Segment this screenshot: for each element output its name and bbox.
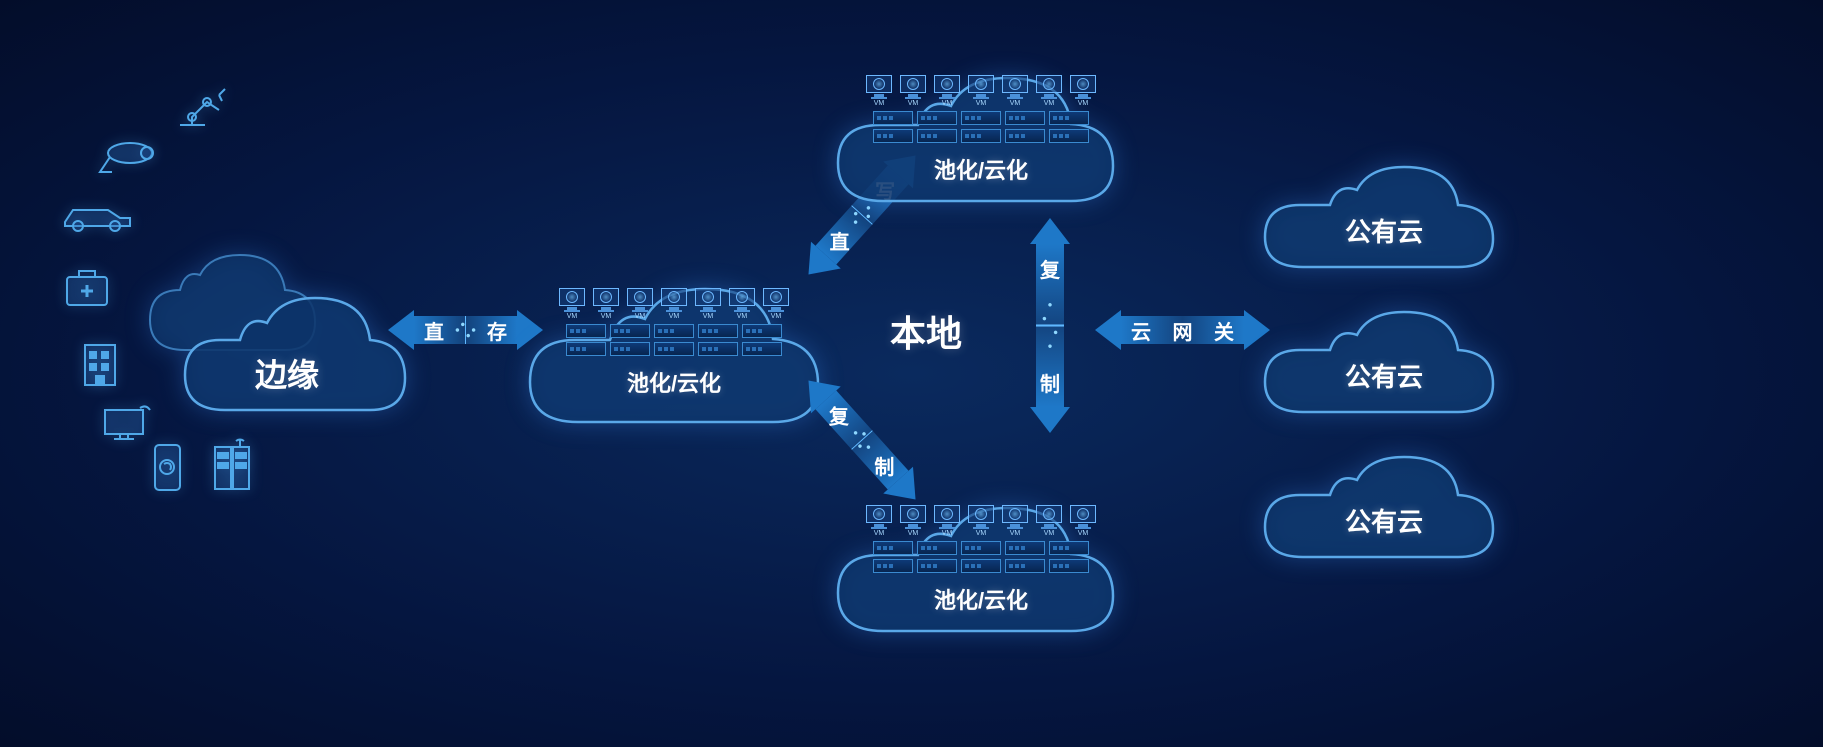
public-cloud-label: 公有云: [1345, 502, 1423, 539]
vm-icon: VM: [1069, 505, 1097, 537]
vm-row: VMVMVMVMVMVMVM: [865, 75, 1097, 107]
edge-cloud: 边缘: [140, 200, 430, 420]
vm-icon: VM: [1001, 75, 1029, 107]
arrow-text: 直: [829, 226, 849, 255]
rack-unit: [1049, 111, 1089, 125]
vm-icon: VM: [592, 288, 620, 320]
cluster-label: 池化/云化: [627, 366, 721, 398]
rack-unit: [873, 559, 913, 573]
vm-icon: VM: [694, 288, 722, 320]
vm-icon: VM: [558, 288, 586, 320]
arrow-text: 存: [487, 316, 507, 345]
rack-unit: [742, 324, 782, 338]
rack-unit: [1005, 559, 1045, 573]
vm-icon: VM: [762, 288, 790, 320]
vm-icon: VM: [626, 288, 654, 320]
vm-icon: VM: [728, 288, 756, 320]
rack-unit: [873, 541, 913, 555]
cluster-label: 池化/云化: [934, 153, 1028, 185]
rack-unit: [698, 324, 738, 338]
server-tower-icon: [210, 435, 255, 495]
public-cloud-2: 公有云: [1255, 265, 1515, 415]
rack-row: [873, 541, 1089, 555]
public-cloud-label: 公有云: [1345, 212, 1423, 249]
rack-unit: [961, 129, 1001, 143]
vm-icon: VM: [899, 75, 927, 107]
rack-unit: [654, 342, 694, 356]
rack-unit: [961, 111, 1001, 125]
local-label: 本地: [890, 305, 962, 357]
rack-unit: [917, 559, 957, 573]
car-icon: [60, 200, 135, 235]
rack-unit: [610, 342, 650, 356]
vm-icon: VM: [1035, 505, 1063, 537]
rack-unit: [610, 324, 650, 338]
arrow-text: 直: [424, 316, 444, 345]
arrow-text: 云: [1131, 316, 1151, 345]
camera-icon: [95, 135, 160, 180]
cluster-label: 池化/云化: [934, 583, 1028, 615]
rack-row: [566, 342, 782, 356]
rack-unit: [917, 541, 957, 555]
edge-label: 边缘: [255, 350, 319, 396]
rack-unit: [698, 342, 738, 356]
vm-row: VMVMVMVMVMVMVM: [865, 505, 1097, 537]
phone-icon: [150, 440, 185, 495]
rack-unit: [873, 129, 913, 143]
rack-unit: [917, 129, 957, 143]
public-cloud-3: 公有云: [1255, 410, 1515, 560]
arrow-text: 网: [1173, 316, 1193, 345]
top-cluster: VMVMVMVMVMVMVM 池化/云化: [865, 75, 1097, 185]
rack-unit: [742, 342, 782, 356]
arrow-local-to-public: 云 网 关: [1095, 310, 1270, 350]
arrow-text: 制: [1040, 368, 1060, 397]
vm-icon: VM: [933, 505, 961, 537]
vm-icon: VM: [1035, 75, 1063, 107]
public-cloud-label: 公有云: [1345, 357, 1423, 394]
vm-icon: VM: [933, 75, 961, 107]
rack-row: [873, 559, 1089, 573]
rack-unit: [566, 342, 606, 356]
rack-unit: [961, 541, 1001, 555]
public-cloud-1: 公有云: [1255, 120, 1515, 270]
bottom-cluster: VMVMVMVMVMVMVM 池化/云化: [865, 505, 1097, 615]
rack-unit: [1005, 541, 1045, 555]
medical-kit-icon: [62, 265, 112, 310]
rack-row: [566, 324, 782, 338]
arrow-text: 复: [1040, 254, 1060, 283]
rack-unit: [873, 111, 913, 125]
rack-row: [873, 129, 1089, 143]
vm-icon: VM: [865, 505, 893, 537]
rack-unit: [566, 324, 606, 338]
rack-row: [873, 111, 1089, 125]
arrow-text: 关: [1214, 316, 1234, 345]
rack-unit: [1049, 541, 1089, 555]
rack-unit: [1049, 129, 1089, 143]
vm-icon: VM: [967, 75, 995, 107]
vm-icon: VM: [660, 288, 688, 320]
arrow-local-vertical: 复 制: [1030, 218, 1070, 433]
robot-arm-icon: [170, 80, 230, 130]
vm-icon: VM: [1069, 75, 1097, 107]
rack-unit: [961, 559, 1001, 573]
vm-icon: VM: [967, 505, 995, 537]
vm-row: VMVMVMVMVMVMVM: [558, 288, 790, 320]
rack-unit: [917, 111, 957, 125]
center-cluster: VMVMVMVMVMVMVM 池化/云化: [558, 288, 790, 398]
vm-icon: VM: [899, 505, 927, 537]
diagram-stage: 边缘 直 存 VMVMVMVMVMVMVM 池化/云化 直 写: [0, 0, 1823, 747]
vm-icon: VM: [865, 75, 893, 107]
rack-unit: [1005, 129, 1045, 143]
vm-icon: VM: [1001, 505, 1029, 537]
rack-unit: [1049, 559, 1089, 573]
arrow-text: 复: [829, 400, 849, 429]
rack-unit: [1005, 111, 1045, 125]
rack-unit: [654, 324, 694, 338]
building-icon: [80, 340, 120, 390]
